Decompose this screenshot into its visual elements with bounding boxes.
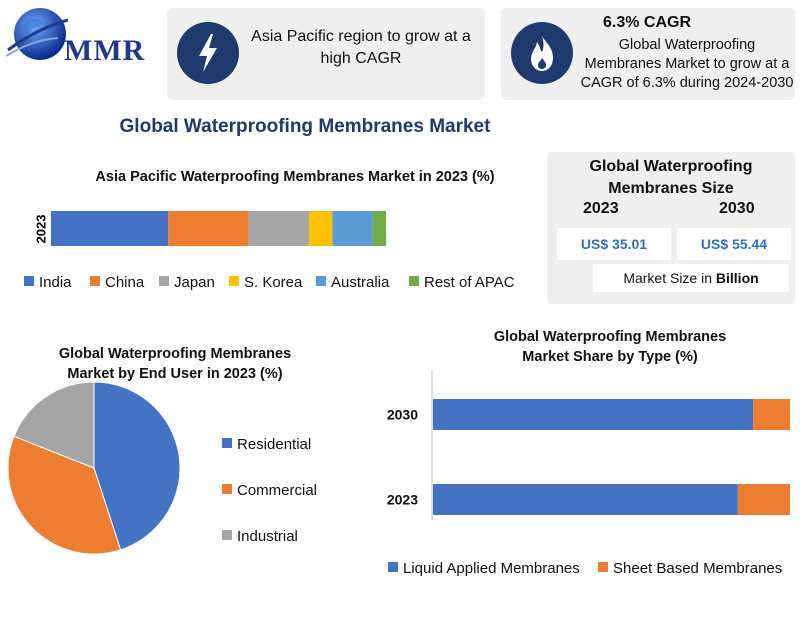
pie-slice-commercial <box>7 435 122 555</box>
legend-swatch <box>316 276 326 286</box>
legend-label: Residential <box>237 436 312 453</box>
legend-label: China <box>105 274 145 291</box>
legend-swatch <box>598 562 608 572</box>
legend-label: Commercial <box>237 482 318 499</box>
apac-bar-segment-australia <box>332 211 373 246</box>
pie-slice-industrial <box>13 381 95 469</box>
highlight-card-cagr: 6.3% CAGR Global Waterproofing Membranes… <box>501 8 795 100</box>
market-size-title: Global Waterproofing Membranes Size <box>589 158 753 197</box>
market-size-panel: Global Waterproofing Membranes Size 2023… <box>547 152 795 304</box>
cagr-title: 6.3% CAGR <box>602 14 692 31</box>
legend-swatch <box>159 276 169 286</box>
legend-swatch <box>409 276 419 286</box>
apac-chart-title: Asia Pacific Waterproofing Membranes Mar… <box>95 169 495 185</box>
globe-icon <box>5 8 69 60</box>
legend-item-industrial: Industrial <box>222 528 298 545</box>
legend-item-s-korea: S. Korea <box>229 274 302 291</box>
legend-item-australia: Australia <box>316 274 389 291</box>
type-chart-y-label-2030: 2030 <box>387 407 418 423</box>
legend-item-japan: Japan <box>159 274 215 291</box>
market-size-unit-prefix: Market Size in <box>623 270 716 286</box>
legend-swatch <box>24 276 34 286</box>
market-size-value-2023: US$ 35.01 <box>557 228 671 260</box>
type-share-legend: Liquid Applied Membranes Sheet Based Memb… <box>388 560 798 580</box>
flame-icon <box>511 22 573 84</box>
type-bar-2030-liquid-applied-membranes <box>433 399 754 430</box>
legend-label: S. Korea <box>244 274 303 291</box>
legend-item-china: China <box>90 274 144 291</box>
cagr-text: Global Waterproofing Membranes Market to… <box>580 37 794 91</box>
legend-swatch <box>229 276 239 286</box>
legend-swatch <box>90 276 100 286</box>
legend-swatch <box>222 484 232 494</box>
legend-label: Japan <box>174 274 215 291</box>
type-bar-2023-sheet-based-membranes <box>737 484 790 515</box>
legend-label: Liquid Applied Membranes <box>403 560 580 577</box>
market-size-year-2030: 2030 <box>719 200 755 217</box>
legend-label: Sheet Based Membranes <box>613 560 783 577</box>
market-size-value-2030: US$ 55.44 <box>677 228 791 260</box>
legend-label: India <box>39 274 72 291</box>
apac-bar-segment-rest-of-apac <box>372 211 386 246</box>
legend-item-liquid-applied-membranes: Liquid Applied Membranes <box>388 560 580 577</box>
apac-bar-segment-japan <box>248 211 309 246</box>
apac-bar-segment-s-korea <box>308 211 333 246</box>
company-logo: MMR <box>5 6 156 68</box>
market-size-unit: Market Size in Billion <box>593 264 789 292</box>
pie-slice-residential <box>93 381 181 551</box>
legend-item-commercial: Commercial <box>222 482 317 499</box>
legend-swatch <box>222 530 232 540</box>
legend-swatch <box>222 438 232 448</box>
legend-item-india: India <box>24 274 72 291</box>
legend-label: Industrial <box>237 528 298 545</box>
end-user-chart-title: Global Waterproofing Membranes Market by… <box>58 346 292 382</box>
legend-item-sheet-based-membranes: Sheet Based Membranes <box>598 560 782 577</box>
logo-text: MMR <box>64 34 146 67</box>
type-bar-2030-sheet-based-membranes <box>753 399 790 430</box>
type-share-chart-title: Global Waterproofing Membranes Market Sh… <box>493 329 727 365</box>
legend-item-rest-of-apac: Rest of APAC <box>409 274 515 291</box>
legend-label: Australia <box>331 274 390 291</box>
type-bar-2023-liquid-applied-membranes <box>433 484 738 515</box>
legend-label: Rest of APAC <box>424 274 515 291</box>
highlight-card-text: Asia Pacific region to grow at a high CA… <box>251 28 471 67</box>
market-size-year-2023: 2023 <box>583 200 619 217</box>
type-share-bar-chart: 2030 2023 <box>387 370 790 520</box>
page-title: Global Waterproofing Membranes Market <box>119 116 491 137</box>
end-user-legend: Residential Commercial Industrial <box>222 436 362 556</box>
end-user-pie-chart <box>7 381 181 555</box>
legend-item-residential: Residential <box>222 436 311 453</box>
highlight-card-region: Asia Pacific region to grow at a high CA… <box>167 8 485 100</box>
apac-bar-segment-china <box>168 211 249 246</box>
type-chart-y-label-2023: 2023 <box>387 492 418 508</box>
apac-y-tick-label: 2023 <box>33 215 48 244</box>
legend-swatch <box>388 562 398 572</box>
lightning-icon <box>177 22 239 84</box>
market-size-unit-bold: Billion <box>715 270 759 286</box>
apac-bar-segment-india <box>51 211 169 246</box>
apac-legend: India China Japan S. Korea Australia Rest of … <box>24 274 544 294</box>
apac-stacked-bar-chart: 2023 <box>33 211 386 246</box>
